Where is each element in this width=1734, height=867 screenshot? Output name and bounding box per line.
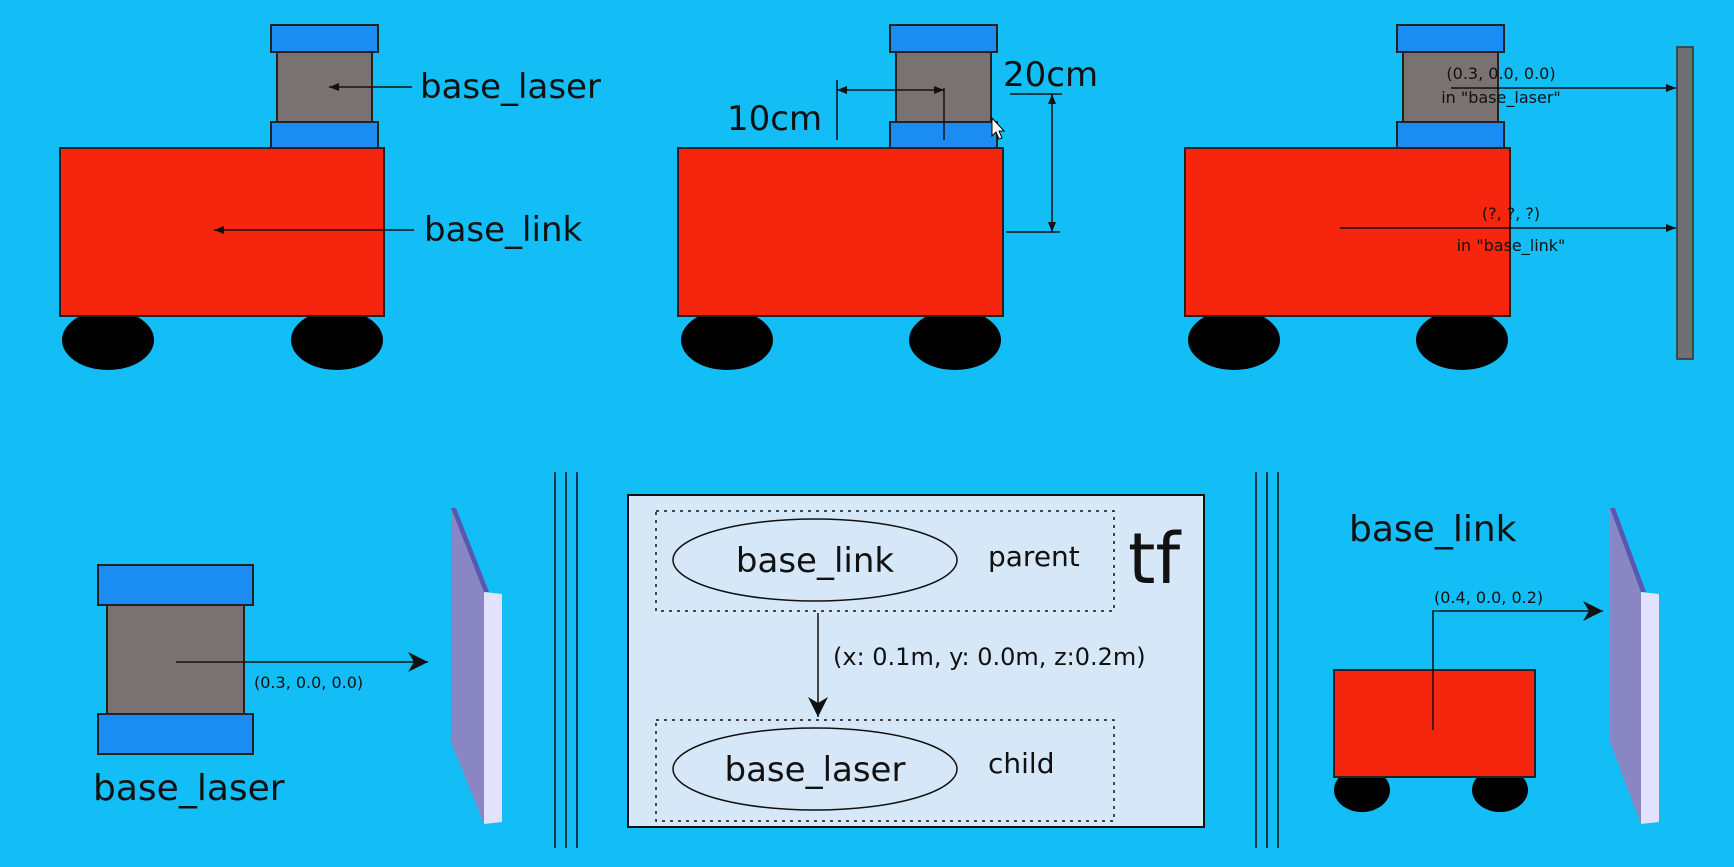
robot-wheel [1416,310,1508,370]
robot-body [677,147,1004,317]
robot-wheel [291,310,383,370]
robot [59,24,385,370]
horizontal-offset-label: 10cm [727,99,822,139]
link-frame-label: in "base_link" [1457,236,1566,256]
robot-body [1184,147,1511,317]
robot-wheel [62,310,154,370]
mouse-cursor-icon [991,116,1006,140]
target-panel-face [451,508,484,824]
base-laser-caption: base_laser [93,768,285,809]
base-link-caption: base_link [1349,509,1517,550]
laser-coords-label: (0.3, 0.0, 0.0) [1446,64,1555,83]
link-coords-label: (?, ?, ?) [1482,204,1540,223]
laser-scanner [97,564,254,755]
target-panel-face [1610,508,1641,824]
laser-bottom-cap [270,121,379,149]
parent-role-label: parent [988,540,1080,573]
robot-body [59,147,385,317]
robot-wheel [909,310,1001,370]
parent-node [672,518,958,602]
target-panel-edge [1610,508,1646,592]
laser-top-cap [1396,24,1505,53]
tf-box [627,494,1205,828]
robot [1184,24,1511,370]
child-node [672,727,958,811]
parent-node-label: base_link [736,541,894,581]
laser-top-cap [270,24,379,53]
laser-top-cap [889,24,998,53]
laser-beam-coords: (0.3, 0.0, 0.0) [254,673,363,692]
robot-body [1333,669,1536,778]
laser-frame-label: in "base_laser" [1441,88,1561,108]
child-node-label: base_laser [725,750,906,790]
panel-frames: base_laser base_link [59,24,601,370]
base-link-label: base_link [424,210,582,250]
laser-bottom-cap [97,713,254,755]
panel-measurement: (0.3, 0.0, 0.0) in "base_laser" (?, ?, ?… [1184,24,1694,370]
target-panel [1610,508,1659,824]
robot [1333,669,1536,812]
robot-wheel [1472,768,1528,812]
laser-body [106,604,245,716]
robot [677,24,1004,370]
target-panel-side [484,592,502,824]
laser-bottom-cap [1396,121,1505,149]
wall [1676,46,1694,360]
parent-frame-box [655,510,1115,612]
target-panel-edge [451,508,489,592]
separator-right [1255,472,1279,848]
robot-wheel [681,310,773,370]
panel-tf-tree: tf base_link parent (x: 0.1m, y: 0.0m, z… [627,494,1205,828]
panel-link-view: base_link (0.4, 0.0, 0.2) [1333,508,1659,824]
vertical-offset-label: 20cm [1003,55,1098,95]
link-offset-coords: (0.4, 0.0, 0.2) [1434,588,1543,607]
laser-top-cap [97,564,254,606]
child-role-label: child [988,747,1054,780]
tf-title: tf [1128,518,1181,600]
robot-wheel [1188,310,1280,370]
panel-laser-view: (0.3, 0.0, 0.0) base_laser [93,508,502,824]
target-panel-side [1641,592,1659,824]
target-panel [451,508,502,824]
panel-offsets: 10cm 20cm [677,24,1098,370]
robot-wheel [1334,768,1390,812]
base-laser-label: base_laser [420,67,601,107]
laser-body [276,51,373,125]
separator-left [554,472,578,848]
transform-label: (x: 0.1m, y: 0.0m, z:0.2m) [833,643,1146,671]
link-offset-arrow [1432,601,1603,730]
